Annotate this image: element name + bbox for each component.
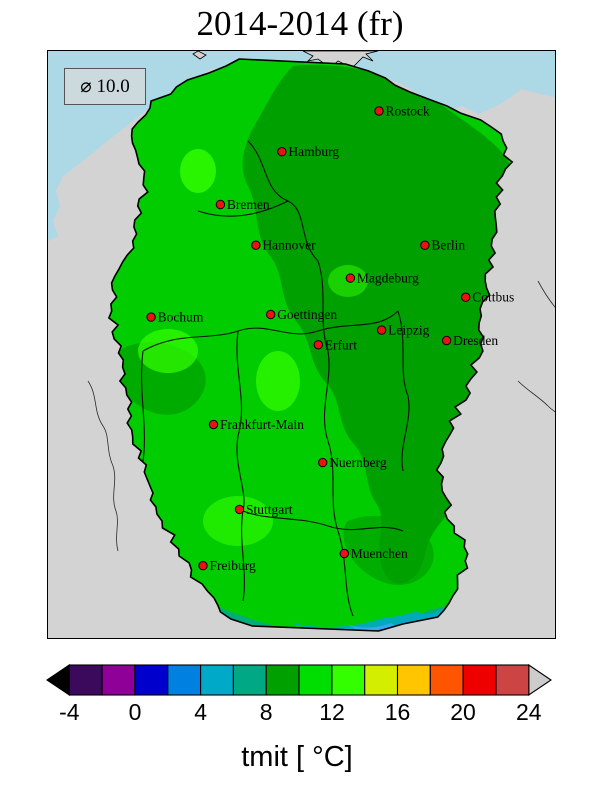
svg-text:Bochum: Bochum — [158, 310, 204, 325]
svg-text:Nuernberg: Nuernberg — [329, 455, 387, 470]
svg-text:Bremen: Bremen — [227, 197, 270, 212]
svg-text:24: 24 — [516, 699, 542, 725]
svg-text:Goettingen: Goettingen — [277, 307, 337, 322]
svg-text:-4: -4 — [59, 699, 80, 725]
svg-text:tmit [ °C]: tmit [ °C] — [241, 741, 352, 773]
svg-text:8: 8 — [260, 699, 273, 725]
svg-text:4: 4 — [194, 699, 207, 725]
svg-text:Stuttgart: Stuttgart — [246, 502, 293, 517]
svg-text:Hannover: Hannover — [262, 238, 316, 253]
svg-text:0: 0 — [129, 699, 142, 725]
svg-text:Freiburg: Freiburg — [210, 558, 256, 573]
svg-text:20: 20 — [450, 699, 476, 725]
svg-text:Berlin: Berlin — [431, 238, 465, 253]
svg-text:Rostock: Rostock — [386, 104, 431, 119]
svg-text:16: 16 — [385, 699, 411, 725]
svg-text:Muenchen: Muenchen — [351, 546, 408, 561]
svg-text:Frankfurt-Main: Frankfurt-Main — [220, 417, 304, 432]
svg-text:Dresden: Dresden — [453, 333, 498, 348]
svg-text:12: 12 — [319, 699, 345, 725]
svg-text:Erfurt: Erfurt — [325, 337, 357, 352]
svg-text:Magdeburg: Magdeburg — [357, 271, 419, 286]
svg-text:Cottbus: Cottbus — [472, 290, 514, 305]
svg-text:Hamburg: Hamburg — [288, 144, 339, 159]
svg-text:Leipzig: Leipzig — [388, 323, 429, 338]
